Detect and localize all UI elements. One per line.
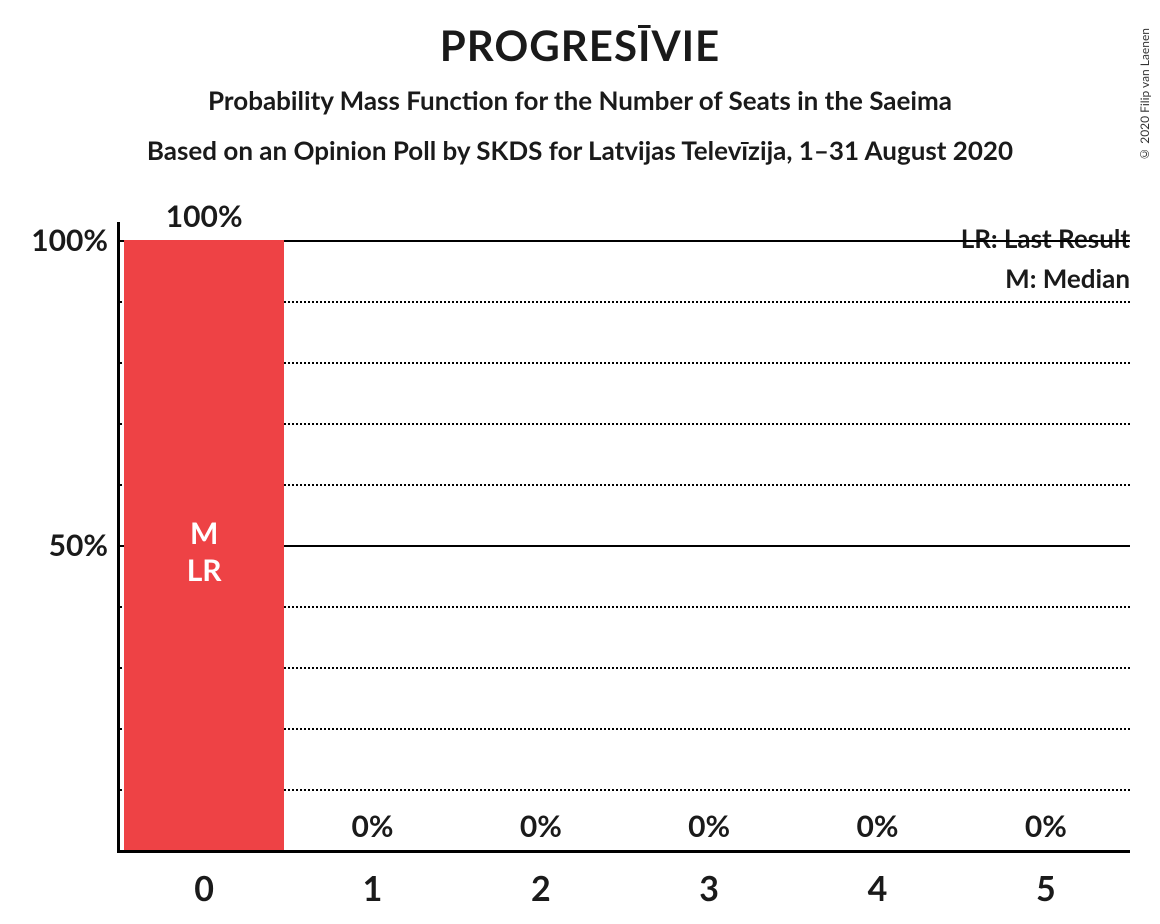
bar-value-label: 0% (1025, 808, 1067, 844)
bar-inner-label: MLR (187, 515, 222, 590)
y-axis (117, 222, 120, 853)
y-tick-label: 50% (49, 527, 120, 563)
x-tick-label: 5 (1036, 850, 1056, 909)
bar-value-label: 0% (688, 808, 730, 844)
chart-subtitle-2: Based on an Opinion Poll by SKDS for Lat… (0, 134, 1160, 166)
copyright-text: © 2020 Filip van Laenen (1137, 28, 1152, 162)
bar-value-label: 0% (857, 808, 899, 844)
bar-value-label: 100% (166, 198, 243, 234)
y-tick-label: 100% (31, 222, 120, 258)
bar-value-label: 0% (520, 808, 562, 844)
plot-area: LR: Last Result M: Median 50%100%100%MLR… (120, 240, 1130, 850)
x-tick-label: 1 (363, 850, 383, 909)
x-tick-label: 2 (531, 850, 551, 909)
x-tick-label: 3 (699, 850, 719, 909)
legend-last-result: LR: Last Result (961, 222, 1130, 254)
chart-area: LR: Last Result M: Median 50%100%100%MLR… (120, 240, 1130, 850)
chart-subtitle-1: Probability Mass Function for the Number… (0, 84, 1160, 116)
chart-title: PROGRESĪVIE (0, 20, 1160, 70)
x-axis (120, 850, 1130, 853)
x-tick-label: 0 (194, 850, 214, 909)
x-tick-label: 4 (868, 850, 888, 909)
bar-value-label: 0% (352, 808, 394, 844)
legend-median: M: Median (1005, 262, 1130, 294)
